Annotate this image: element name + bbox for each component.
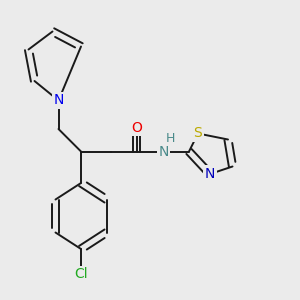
Text: O: O	[131, 121, 142, 134]
Text: N: N	[158, 145, 169, 158]
Text: N: N	[53, 94, 64, 107]
Text: Cl: Cl	[74, 268, 88, 281]
Text: N: N	[205, 167, 215, 181]
Text: H: H	[165, 131, 175, 145]
Text: S: S	[194, 127, 202, 140]
